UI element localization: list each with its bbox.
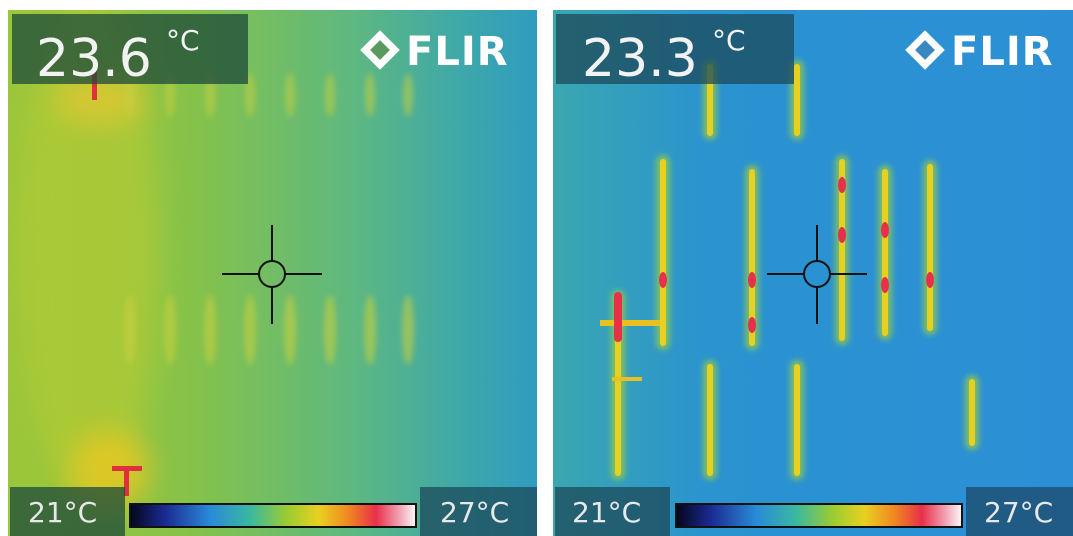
page: {"panels": [ {"reading": "23.6", "unit":… <box>0 0 1073 536</box>
streak <box>707 364 713 476</box>
streak <box>882 169 888 336</box>
streak <box>969 379 975 446</box>
hot-spot <box>838 177 846 193</box>
hot-spot <box>838 227 846 243</box>
scale-max: 27°C <box>984 496 1053 529</box>
faint-streak <box>403 73 413 117</box>
hot-spot <box>881 222 889 238</box>
temperature-unit: °C <box>712 24 746 57</box>
hot-spot <box>612 377 642 381</box>
logo-text: FLIR <box>951 29 1054 75</box>
hot-spot <box>659 272 667 288</box>
color-scale <box>130 504 416 527</box>
faint-streak <box>325 73 335 117</box>
faint-streak <box>402 295 414 365</box>
temperature-unit: °C <box>166 24 200 57</box>
streak <box>927 164 933 331</box>
logo-text: FLIR <box>406 29 509 75</box>
scale-min: 21°C <box>28 496 97 529</box>
streak <box>794 64 800 136</box>
thermal-images: 23.6 °C FLIR 21°C 27°C 23.3 °C FLIR 21°C <box>0 0 1073 536</box>
faint-streak <box>364 295 376 365</box>
temperature-reading: 23.3 <box>582 29 698 89</box>
hot-spot <box>881 277 889 293</box>
hot-spot <box>614 292 622 342</box>
scale-min: 21°C <box>572 496 641 529</box>
hot-spot <box>600 320 660 326</box>
streak <box>660 159 666 346</box>
hot-spot <box>926 272 934 288</box>
faint-streak <box>284 295 296 365</box>
temperature-reading: 23.6 <box>36 29 152 89</box>
faint-streak <box>324 295 336 365</box>
faint-streak <box>244 295 256 365</box>
faint-streak <box>365 73 375 117</box>
streak <box>794 364 800 476</box>
faint-streak <box>124 295 136 365</box>
faint-streak <box>164 295 176 365</box>
hot-spot <box>748 272 756 288</box>
scale-max: 27°C <box>440 496 509 529</box>
faint-streak <box>285 73 295 117</box>
faint-streak <box>204 295 216 365</box>
color-scale <box>676 504 962 527</box>
hot-spot <box>748 317 756 333</box>
